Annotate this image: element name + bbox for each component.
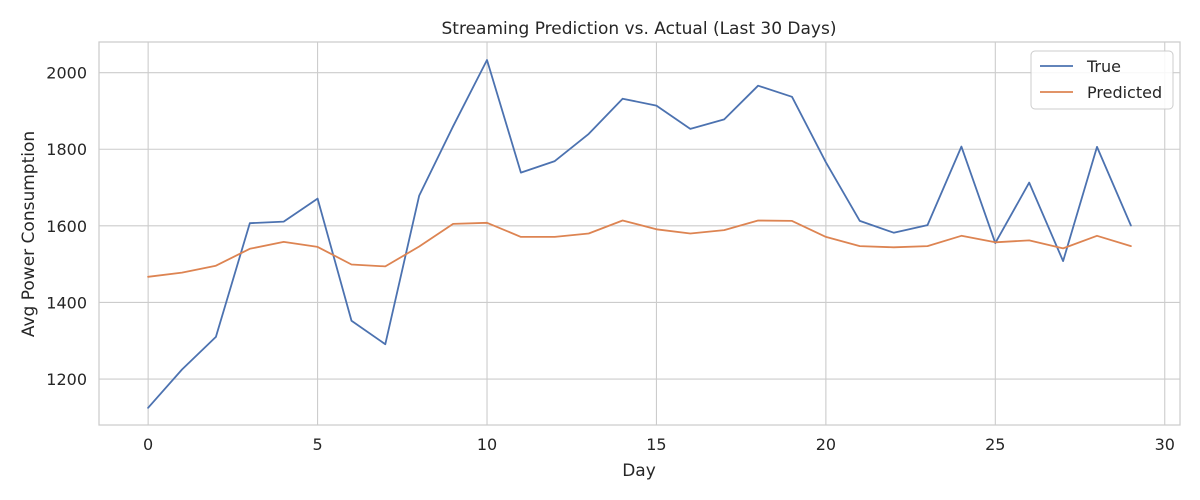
y-axis-title: Avg Power Consumption xyxy=(19,131,39,337)
y-tick-label: 1400 xyxy=(46,293,87,312)
x-axis-title: Day xyxy=(622,461,656,481)
series-line-predicted xyxy=(147,219,1132,278)
y-tick-label: 2000 xyxy=(46,64,87,83)
y-tick-label: 1800 xyxy=(46,140,87,159)
x-tick-label: 0 xyxy=(143,435,153,454)
x-tick-labels: 0 5 10 15 20 25 30 xyxy=(143,435,1175,454)
y-tick-labels: 1200 1400 1600 1800 2000 xyxy=(46,64,87,389)
x-tick-label: 10 xyxy=(477,435,497,454)
legend-true-label: True xyxy=(1086,57,1121,76)
x-tick-label: 25 xyxy=(985,435,1005,454)
x-tick-label: 5 xyxy=(312,435,322,454)
series-lines xyxy=(147,59,1132,409)
x-tick-label: 15 xyxy=(646,435,666,454)
chart-title: Streaming Prediction vs. Actual (Last 30… xyxy=(442,19,837,39)
x-tick-label: 20 xyxy=(816,435,836,454)
legend: True Predicted xyxy=(1030,50,1174,110)
series-line-true xyxy=(147,59,1132,409)
y-tick-label: 1600 xyxy=(46,217,87,236)
y-gridlines xyxy=(99,72,1180,380)
x-tick-label: 30 xyxy=(1155,435,1175,454)
y-tick-label: 1200 xyxy=(46,370,87,389)
legend-predicted-label: Predicted xyxy=(1087,83,1162,102)
plot-area xyxy=(98,41,1181,426)
